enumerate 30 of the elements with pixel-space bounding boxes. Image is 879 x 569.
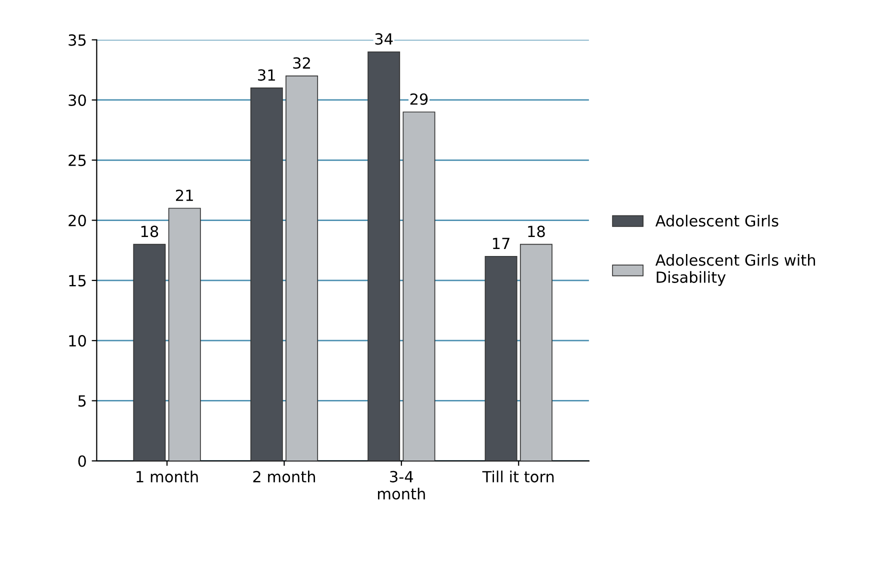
y-tick-label: 10 (69, 335, 86, 347)
y-tick-label: 20 (68, 214, 86, 226)
bar (286, 76, 318, 461)
data-label: 21 (176, 190, 193, 201)
data-label: 18 (528, 226, 545, 238)
y-tick-label: 5 (78, 395, 86, 407)
bar (520, 244, 552, 461)
y-tick-label: 35 (68, 34, 86, 46)
y-tick-label: 15 (69, 275, 86, 286)
data-label: 18 (141, 226, 158, 238)
x-tick-label: Till it torn (482, 470, 554, 482)
x-tick-label: 1 month (136, 470, 198, 482)
data-label: 34 (375, 33, 393, 45)
data-label: 17 (492, 238, 510, 250)
x-tick-label: 2 month (253, 470, 315, 482)
y-tick-label: 30 (68, 94, 86, 106)
bar (484, 256, 518, 461)
y-tick-label: 0 (78, 455, 86, 467)
bar (133, 244, 166, 461)
data-label: 29 (410, 93, 428, 105)
bar (168, 208, 201, 461)
y-tick-label: 25 (68, 154, 86, 166)
bar (368, 51, 400, 461)
bar (402, 112, 436, 461)
legend-label: Adolescent Girls (655, 214, 778, 227)
data-label: 31 (258, 69, 275, 81)
legend-label: Adolescent Girls with Disability (655, 254, 816, 286)
x-tick-label: 3-4 month (378, 470, 425, 500)
data-label: 32 (293, 57, 310, 69)
bar (250, 88, 283, 461)
